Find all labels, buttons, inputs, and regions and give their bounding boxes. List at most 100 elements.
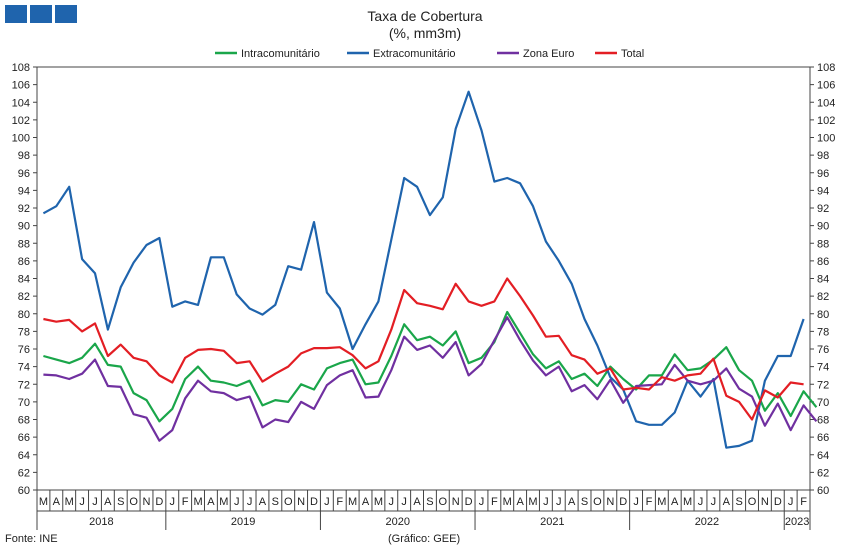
y-tick-label-left: 62 — [18, 467, 30, 479]
y-tick-label-right: 92 — [817, 203, 829, 215]
x-tick-label: S — [117, 496, 124, 508]
y-tick-label-left: 68 — [18, 415, 30, 427]
x-tick-label: M — [193, 496, 202, 508]
x-tick-label: F — [646, 496, 653, 508]
x-tick-label: D — [310, 496, 318, 508]
series-line — [43, 277, 804, 421]
x-tick-label: J — [788, 496, 794, 508]
year-label: 2022 — [695, 516, 719, 528]
x-tick-label: J — [234, 496, 240, 508]
y-tick-label-left: 76 — [18, 344, 30, 356]
year-label: 2021 — [540, 516, 564, 528]
x-tick-label: O — [439, 496, 448, 508]
x-tick-label: A — [53, 496, 61, 508]
x-tick-label: M — [348, 496, 357, 508]
x-tick-label: J — [556, 496, 562, 508]
x-tick-label: A — [671, 496, 679, 508]
x-tick-label: D — [155, 496, 163, 508]
y-tick-label-left: 60 — [18, 485, 30, 497]
x-tick-label: M — [219, 496, 228, 508]
x-tick-label: J — [389, 496, 395, 508]
y-tick-label-right: 108 — [817, 62, 835, 74]
legend: Intracomunitário Extracomunitário Zona Eur… — [215, 48, 644, 60]
y-tick-label-right: 90 — [817, 221, 829, 233]
y-tick-label-left: 78 — [18, 326, 30, 338]
y-tick-label-left: 72 — [18, 379, 30, 391]
line-chart: Intracomunitário Extracomunitário Zona Eur… — [12, 48, 835, 530]
x-tick-label: S — [735, 496, 742, 508]
logo-block-1 — [5, 5, 27, 23]
y-tick-label-right: 68 — [817, 415, 829, 427]
x-tick-label: J — [711, 496, 717, 508]
credit-note: (Gráfico: GEE) — [388, 533, 461, 545]
y-tick-label-right: 74 — [817, 362, 829, 374]
source-note: Fonte: INE — [5, 533, 58, 545]
x-tick-label: J — [543, 496, 549, 508]
y-tick-label-right: 62 — [817, 467, 829, 479]
y-tick-label-right: 102 — [817, 115, 835, 127]
y-tick-label-left: 94 — [18, 185, 30, 197]
y-tick-label-right: 72 — [817, 379, 829, 391]
x-tick-label: J — [170, 496, 176, 508]
year-label: 2023 — [785, 516, 809, 528]
y-tick-label-left: 88 — [18, 238, 30, 250]
x-tick-label: J — [92, 496, 98, 508]
y-tick-label-left: 66 — [18, 432, 30, 444]
x-tick-label: F — [336, 496, 343, 508]
y-tick-label-left: 96 — [18, 168, 30, 180]
x-tick-label: J — [698, 496, 704, 508]
x-tick-label: N — [143, 496, 151, 508]
y-tick-label-left: 92 — [18, 203, 30, 215]
y-tick-label-left: 102 — [12, 115, 30, 127]
x-tick-label: N — [606, 496, 614, 508]
logo-block-2 — [30, 5, 52, 23]
y-tick-label-right: 86 — [817, 256, 829, 268]
x-tick-label: J — [324, 496, 330, 508]
series-line — [43, 316, 818, 442]
y-tick-label-left: 64 — [18, 450, 30, 462]
x-tick-label: J — [79, 496, 85, 508]
x-tick-label: J — [401, 496, 407, 508]
series-layer — [42, 90, 818, 449]
x-tick-label: N — [452, 496, 460, 508]
y-tick-label-left: 106 — [12, 80, 30, 92]
year-label: 2018 — [89, 516, 113, 528]
x-tick-label: M — [528, 496, 537, 508]
x-tick-label: M — [39, 496, 48, 508]
y-tick-label-right: 100 — [817, 133, 835, 145]
x-tick-label: D — [774, 496, 782, 508]
x-tick-label: O — [593, 496, 602, 508]
series-line — [42, 90, 805, 449]
x-tick-label: M — [65, 496, 74, 508]
legend-label: Intracomunitário — [241, 48, 320, 60]
y-tick-label-right: 98 — [817, 150, 829, 162]
y-tick-label-left: 70 — [18, 397, 30, 409]
x-tick-label: A — [516, 496, 524, 508]
y-tick-label-left: 108 — [12, 62, 30, 74]
x-tick-label: A — [259, 496, 267, 508]
legend-label: Extracomunitário — [373, 48, 456, 60]
x-tick-label: A — [568, 496, 576, 508]
x-tick-label: F — [800, 496, 807, 508]
x-tick-label: O — [129, 496, 138, 508]
y-tick-label-left: 84 — [18, 274, 30, 286]
x-tick-label: A — [723, 496, 731, 508]
x-tick-label: O — [748, 496, 757, 508]
y-tick-label-right: 94 — [817, 185, 829, 197]
x-tick-label: D — [619, 496, 627, 508]
y-tick-label-right: 76 — [817, 344, 829, 356]
y-tick-label-left: 86 — [18, 256, 30, 268]
y-tick-label-right: 78 — [817, 326, 829, 338]
chart-title-block: Taxa de Cobertura (%, mm3m) — [0, 8, 850, 42]
y-tick-label-right: 88 — [817, 238, 829, 250]
legend-label: Total — [621, 48, 644, 60]
logo-block-3 — [55, 5, 77, 23]
y-tick-label-right: 84 — [817, 274, 829, 286]
y-tick-label-left: 104 — [12, 97, 30, 109]
x-tick-label: N — [761, 496, 769, 508]
y-tick-label-right: 80 — [817, 309, 829, 321]
x-tick-label: M — [683, 496, 692, 508]
x-tick-label: M — [374, 496, 383, 508]
x-tick-label: A — [362, 496, 370, 508]
y-tick-label-right: 66 — [817, 432, 829, 444]
